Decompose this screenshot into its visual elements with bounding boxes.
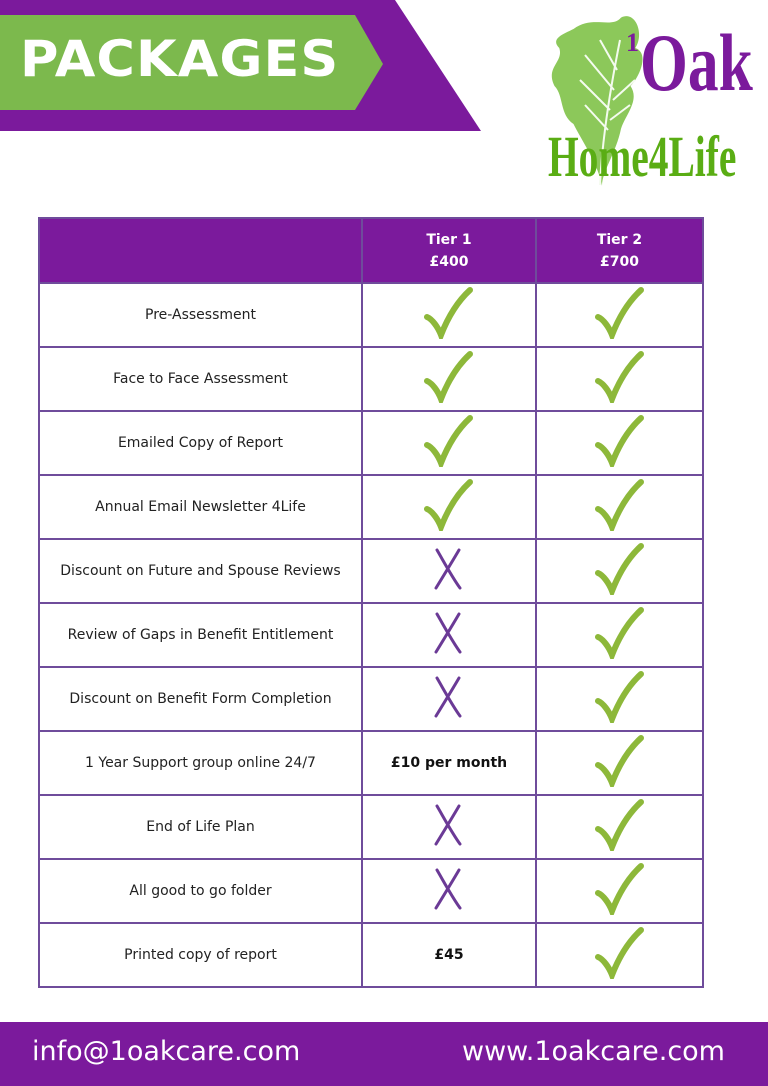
check-icon <box>594 479 644 536</box>
table-row: 1 Year Support group online 24/7 £10 per … <box>38 730 704 796</box>
feature-text: All good to go folder <box>129 883 272 899</box>
tier2-cell <box>535 730 704 796</box>
feature-cell: Review of Gaps in Benefit Entitlement <box>38 602 363 668</box>
check-icon <box>594 735 644 792</box>
cross-icon <box>434 612 462 654</box>
feature-cell: Discount on Future and Spouse Reviews <box>38 538 363 604</box>
tier1-cell: £10 per month <box>361 730 537 796</box>
tier2-cell <box>535 346 704 412</box>
tier2-price: £700 <box>600 253 639 270</box>
check-icon <box>424 351 473 408</box>
check-icon <box>594 927 644 984</box>
check-icon <box>594 287 644 344</box>
table-row: Printed copy of report £45 <box>38 922 704 988</box>
table-row: Emailed Copy of Report <box>38 410 704 476</box>
tier1-cell <box>361 474 537 540</box>
feature-cell: Discount on Benefit Form Completion <box>38 666 363 732</box>
table-row: End of Life Plan <box>38 794 704 860</box>
feature-cell: Printed copy of report <box>38 922 363 988</box>
feature-text: Pre-Assessment <box>145 307 256 323</box>
check-icon <box>594 607 644 664</box>
tier2-cell <box>535 922 704 988</box>
tier1-cell <box>361 794 537 860</box>
header-banner <box>0 0 481 131</box>
tier2-cell <box>535 794 704 860</box>
footer-website[interactable]: www.1oakcare.com <box>462 1036 725 1067</box>
table-row: Discount on Future and Spouse Reviews <box>38 538 704 604</box>
feature-text: Discount on Benefit Form Completion <box>69 691 332 707</box>
feature-cell: 1 Year Support group online 24/7 <box>38 730 363 796</box>
tier1-price: £400 <box>429 253 469 270</box>
check-icon <box>594 799 644 856</box>
feature-text: Discount on Future and Spouse Reviews <box>60 563 341 579</box>
tier2-cell <box>535 538 704 604</box>
tier2-cell <box>535 666 704 732</box>
feature-text: 1 Year Support group online 24/7 <box>85 755 316 771</box>
check-icon <box>594 543 644 600</box>
logo-name: Oak <box>640 17 753 108</box>
table-row: Review of Gaps in Benefit Entitlement <box>38 602 704 668</box>
feature-cell: Pre-Assessment <box>38 282 363 348</box>
feature-text: Emailed Copy of Report <box>117 435 284 451</box>
page-title: PACKAGES <box>20 30 340 88</box>
footer-email[interactable]: info@1oakcare.com <box>32 1036 301 1067</box>
tier1-cell: £45 <box>361 922 537 988</box>
table-row: Annual Email Newsletter 4Life <box>38 474 704 540</box>
tier2-name: Tier 2 <box>596 231 643 248</box>
tier2-cell <box>535 858 704 924</box>
cross-icon <box>434 804 462 846</box>
check-icon <box>594 351 644 408</box>
check-icon <box>424 479 473 536</box>
check-icon <box>424 287 473 344</box>
tier1-cell <box>361 410 537 476</box>
cross-icon <box>434 548 462 590</box>
check-icon <box>424 415 473 472</box>
feature-text: End of Life Plan <box>146 819 255 835</box>
tier1-cell <box>361 666 537 732</box>
tier2-cell <box>535 474 704 540</box>
tier2-header: Tier 2 £700 <box>535 217 704 284</box>
tier1-text: £45 <box>434 947 464 963</box>
tier1-cell <box>361 346 537 412</box>
feature-text: Face to Face Assessment <box>113 371 288 387</box>
table-row: Discount on Benefit Form Completion <box>38 666 704 732</box>
feature-cell: All good to go folder <box>38 858 363 924</box>
feature-header <box>38 217 363 284</box>
logo-sup: 1 <box>626 28 639 57</box>
feature-text: Annual Email Newsletter 4Life <box>95 499 306 515</box>
cross-icon <box>434 676 462 718</box>
tier2-cell <box>535 602 704 668</box>
tier1-cell <box>361 282 537 348</box>
footer: info@1oakcare.com www.1oakcare.com <box>0 1022 768 1086</box>
table-row: Face to Face Assessment <box>38 346 704 412</box>
tier2-cell <box>535 282 704 348</box>
feature-cell: Annual Email Newsletter 4Life <box>38 474 363 540</box>
tier1-cell <box>361 602 537 668</box>
feature-text: Review of Gaps in Benefit Entitlement <box>67 627 334 643</box>
tier2-cell <box>535 410 704 476</box>
check-icon <box>594 415 644 472</box>
tier1-text: £10 per month <box>390 755 508 771</box>
check-icon <box>594 671 644 728</box>
logo-tagline: Home4Life <box>548 124 737 189</box>
check-icon <box>594 863 644 920</box>
table-header-row: Tier 1 £400 Tier 2 £700 <box>38 217 704 284</box>
feature-cell: Face to Face Assessment <box>38 346 363 412</box>
oak-leaf-logo-icon <box>551 16 643 186</box>
tier1-cell <box>361 538 537 604</box>
packages-table: Tier 1 £400 Tier 2 £700 Pre-Assessment Face… <box>38 217 704 988</box>
tier1-header: Tier 1 £400 <box>361 217 537 284</box>
feature-text: Printed copy of report <box>124 947 277 963</box>
feature-cell: End of Life Plan <box>38 794 363 860</box>
table-row: All good to go folder <box>38 858 704 924</box>
tier1-name: Tier 1 <box>426 231 472 248</box>
table-row: Pre-Assessment <box>38 282 704 348</box>
cross-icon <box>434 868 462 910</box>
tier1-cell <box>361 858 537 924</box>
feature-cell: Emailed Copy of Report <box>38 410 363 476</box>
